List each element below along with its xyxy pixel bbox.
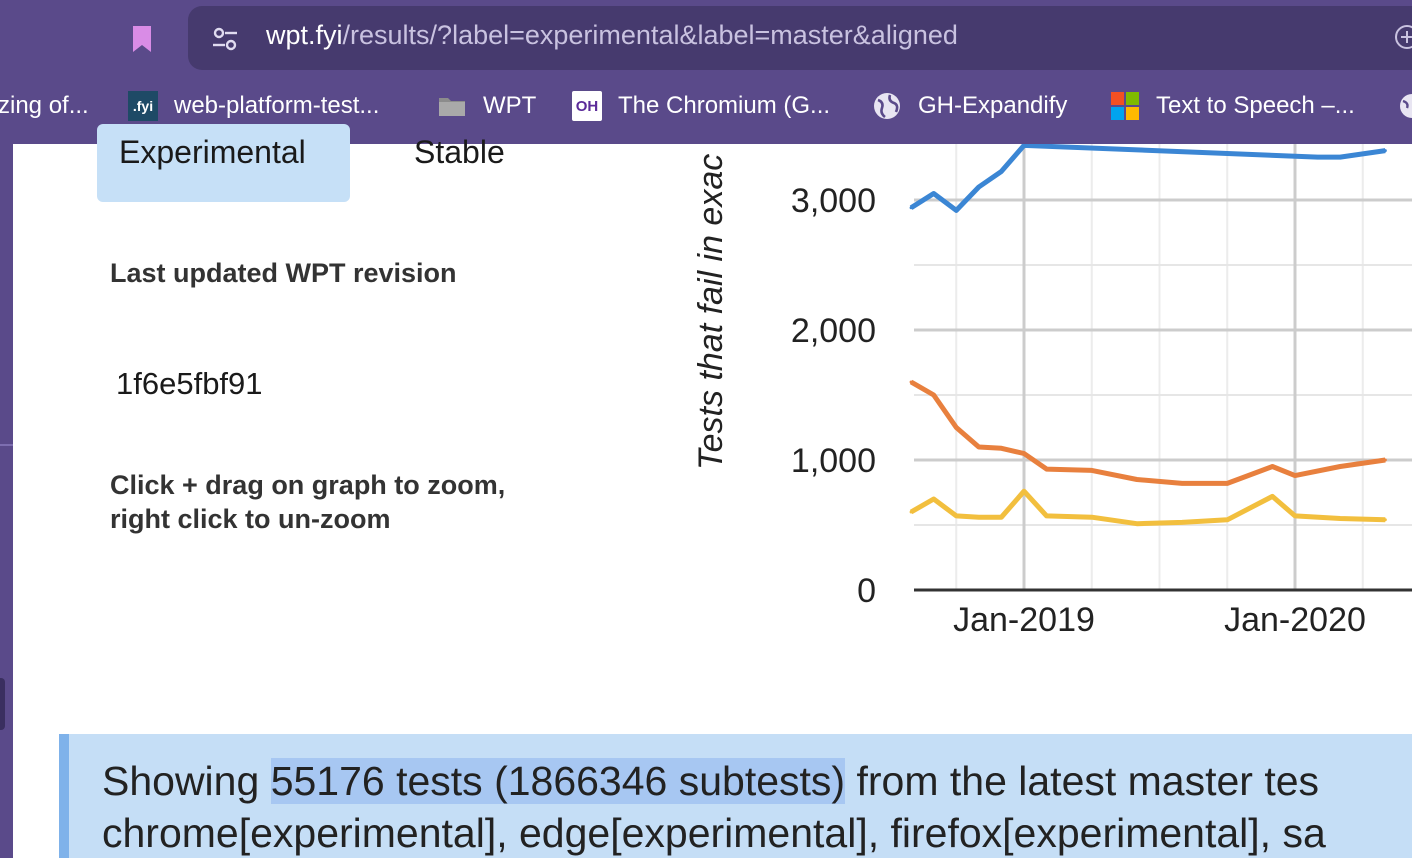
data-point	[1338, 517, 1342, 520]
bookmark-label: The Chromium (G...	[618, 92, 831, 119]
data-point	[954, 514, 958, 518]
data-point	[1338, 155, 1342, 159]
bookmark-item[interactable]: OH The Chromium (G...	[572, 90, 830, 122]
summary-line: Showing 55176 tests (1866346 subtests) f…	[102, 758, 1319, 805]
bookmark-label: Text to Speech –...	[1156, 92, 1355, 119]
summary-prefix: Showing	[102, 758, 260, 804]
data-point	[1225, 518, 1229, 522]
globe-icon[interactable]	[1398, 92, 1412, 120]
bookmark-label: WPT	[483, 92, 537, 119]
site-settings-icon[interactable]	[210, 22, 240, 56]
data-point	[1383, 149, 1387, 153]
data-point	[1180, 520, 1184, 524]
folder-icon	[439, 98, 465, 116]
oh-icon: OH	[572, 91, 602, 121]
series-line-yellow	[909, 488, 1386, 527]
url-path: /results/?label=experimental&label=maste…	[342, 20, 958, 50]
data-point	[1045, 467, 1049, 471]
data-point	[977, 515, 981, 519]
y-axis-title: Tests that fail in exac	[692, 153, 730, 470]
bookmark-item[interactable]: zing of...	[0, 90, 89, 122]
data-point	[909, 510, 913, 514]
data-point	[999, 446, 1003, 450]
bookmark-item[interactable]: WPT	[437, 90, 536, 122]
revision-heading: Last updated WPT revision	[110, 258, 457, 288]
bookmark-icon[interactable]	[131, 24, 153, 54]
address-bar[interactable]	[188, 6, 1412, 70]
data-point	[1022, 144, 1026, 147]
data-point	[1135, 522, 1139, 526]
url-text[interactable]: wpt.fyi/results/?label=experimental&labe…	[266, 20, 958, 51]
summary-browsers: chrome[experimental], edge[experimental]…	[102, 810, 1326, 856]
side-panel-edge	[0, 144, 13, 858]
data-point	[1383, 458, 1387, 462]
data-point	[999, 515, 1003, 519]
y-tick-label: 0	[857, 572, 876, 610]
hint-line: Click + drag on graph to zoom,	[110, 470, 506, 500]
data-point	[1293, 474, 1297, 478]
bookmark-item[interactable]: GH-Expandify	[872, 90, 1067, 122]
data-point	[1022, 489, 1026, 493]
data-point	[954, 208, 958, 212]
globe-icon	[874, 93, 900, 119]
data-point	[1225, 481, 1229, 485]
hint-line: right click to un-zoom	[110, 504, 391, 534]
data-point	[1383, 518, 1387, 522]
divider	[0, 444, 13, 446]
tab-stable[interactable]: Stable	[414, 134, 505, 170]
bookmark-item[interactable]: .fyi web-platform-test...	[128, 90, 379, 122]
data-point	[977, 185, 981, 189]
data-point	[932, 497, 936, 501]
data-point	[1090, 468, 1094, 472]
x-tick-label: Jan-2019	[953, 601, 1095, 639]
data-point	[1270, 494, 1274, 498]
y-tick-label: 3,000	[791, 182, 876, 220]
bookmark-label: zing of...	[0, 92, 89, 119]
summary-count: 55176 tests (1866346 subtests)	[270, 758, 846, 804]
data-point	[1338, 465, 1342, 468]
data-point	[1045, 514, 1049, 518]
data-point	[954, 426, 958, 429]
data-point	[932, 393, 936, 397]
zoom-hint: Click + drag on graph to zoom, right cli…	[110, 468, 610, 536]
fyi-icon: .fyi	[128, 91, 158, 121]
series-line-orange	[909, 379, 1386, 486]
tab-experimental[interactable]: Experimental	[97, 124, 350, 202]
tab-label: Experimental	[119, 134, 306, 170]
bookmark-item[interactable]: Text to Speech –...	[1110, 90, 1355, 122]
data-point	[1180, 481, 1184, 485]
data-point	[932, 192, 936, 195]
data-point	[1316, 155, 1320, 159]
data-point	[1090, 515, 1094, 519]
summary-banner: Showing 55176 tests (1866346 subtests) f…	[59, 734, 1412, 858]
summary-suffix: from the latest master tes	[856, 758, 1320, 804]
bookmark-label: GH-Expandify	[918, 92, 1068, 119]
side-panel-handle[interactable]	[0, 678, 5, 730]
y-tick-label: 1,000	[791, 442, 876, 480]
data-point	[909, 206, 913, 210]
microsoft-icon	[1111, 92, 1139, 120]
data-point	[1022, 452, 1026, 455]
revision-value[interactable]: 1f6e5fbf91	[116, 366, 263, 401]
data-point	[1135, 478, 1139, 481]
y-tick-label: 2,000	[791, 312, 876, 350]
add-icon[interactable]	[1394, 24, 1412, 50]
bookmark-label: web-platform-test...	[174, 92, 380, 119]
data-point	[909, 380, 913, 384]
data-point	[999, 169, 1003, 173]
url-host: wpt.fyi	[266, 20, 343, 50]
data-point	[977, 445, 981, 449]
data-point	[1270, 465, 1274, 468]
failures-chart[interactable]: 0 1,000 2,000 3,000 Jan-2019 Jan-2020	[760, 144, 1412, 644]
x-tick-label: Jan-2020	[1224, 601, 1366, 639]
data-point	[1293, 514, 1297, 518]
